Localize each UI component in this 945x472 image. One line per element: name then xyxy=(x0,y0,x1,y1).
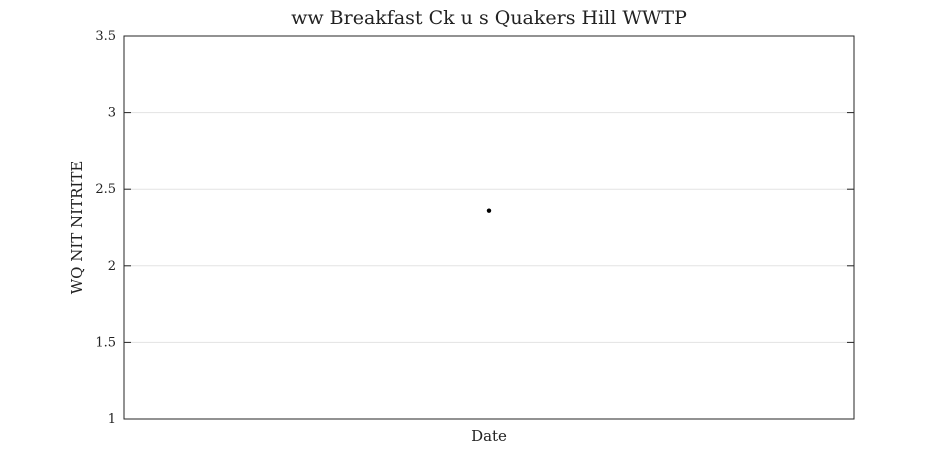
y-ticks: 1 1.5 2 2.5 3 3.5 xyxy=(95,29,854,427)
y-tick-label: 3.5 xyxy=(95,29,116,44)
plot-frame xyxy=(123,35,855,420)
x-axis-label: Date xyxy=(471,427,507,445)
y-tick-label: 1.5 xyxy=(95,335,116,350)
y-axis-label: WQ NIT NITRITE xyxy=(68,161,86,295)
chart-title: ww Breakfast Ck u s Quakers Hill WWTP xyxy=(291,7,687,29)
data-points xyxy=(486,208,492,213)
y-tick-label: 3 xyxy=(108,106,116,121)
grid xyxy=(124,112,854,343)
y-tick-label: 1 xyxy=(108,412,116,427)
y-tick-label: 2.5 xyxy=(95,182,116,197)
data-point xyxy=(486,208,492,213)
y-tick-label: 2 xyxy=(108,259,116,274)
